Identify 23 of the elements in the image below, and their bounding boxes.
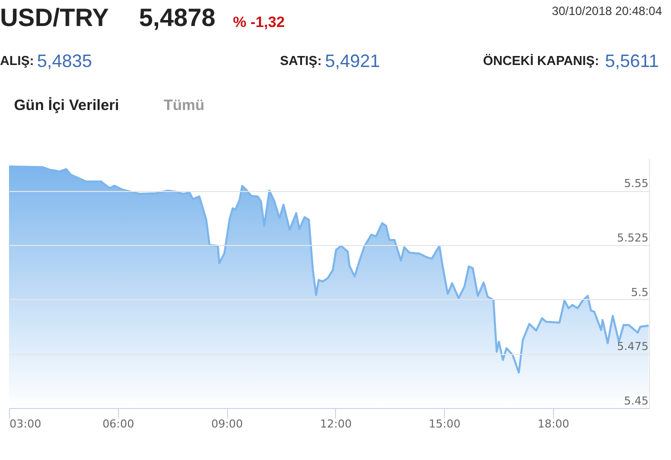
text: 5,5611 (605, 51, 659, 71)
y-tick-label: 5.45 (624, 394, 648, 408)
chart-title: USD/TRY (0, 4, 110, 32)
text: 5,4921 (325, 51, 380, 71)
x-tick-label: 06:00 (102, 418, 134, 430)
text: Tümü (164, 97, 204, 114)
y-tick-label: 5.55 (624, 177, 648, 190)
y-tick-label: 5.475 (617, 340, 648, 354)
text: Gün İçi Verileri (14, 97, 120, 114)
text: 5,4835 (37, 51, 92, 71)
text: % -1,32 (233, 14, 285, 31)
text: ALIŞ: (0, 53, 34, 68)
text: SATIŞ: (280, 53, 322, 68)
x-tick-label: 12:00 (320, 418, 352, 430)
y-tick-label: 5.525 (617, 231, 648, 244)
x-tick-label: 18:00 (538, 418, 570, 430)
text: 5,4878 (139, 4, 216, 32)
x-tick-label: 15:00 (428, 418, 460, 430)
x-tick-label: 09:00 (211, 418, 243, 430)
y-tick-label: 5.5 (631, 286, 648, 299)
text: ÖNCEKİ KAPANIŞ: (483, 53, 600, 68)
x-tick-label: 03:00 (10, 418, 42, 430)
text: 30/10/2018 20:48:04 (552, 4, 662, 18)
